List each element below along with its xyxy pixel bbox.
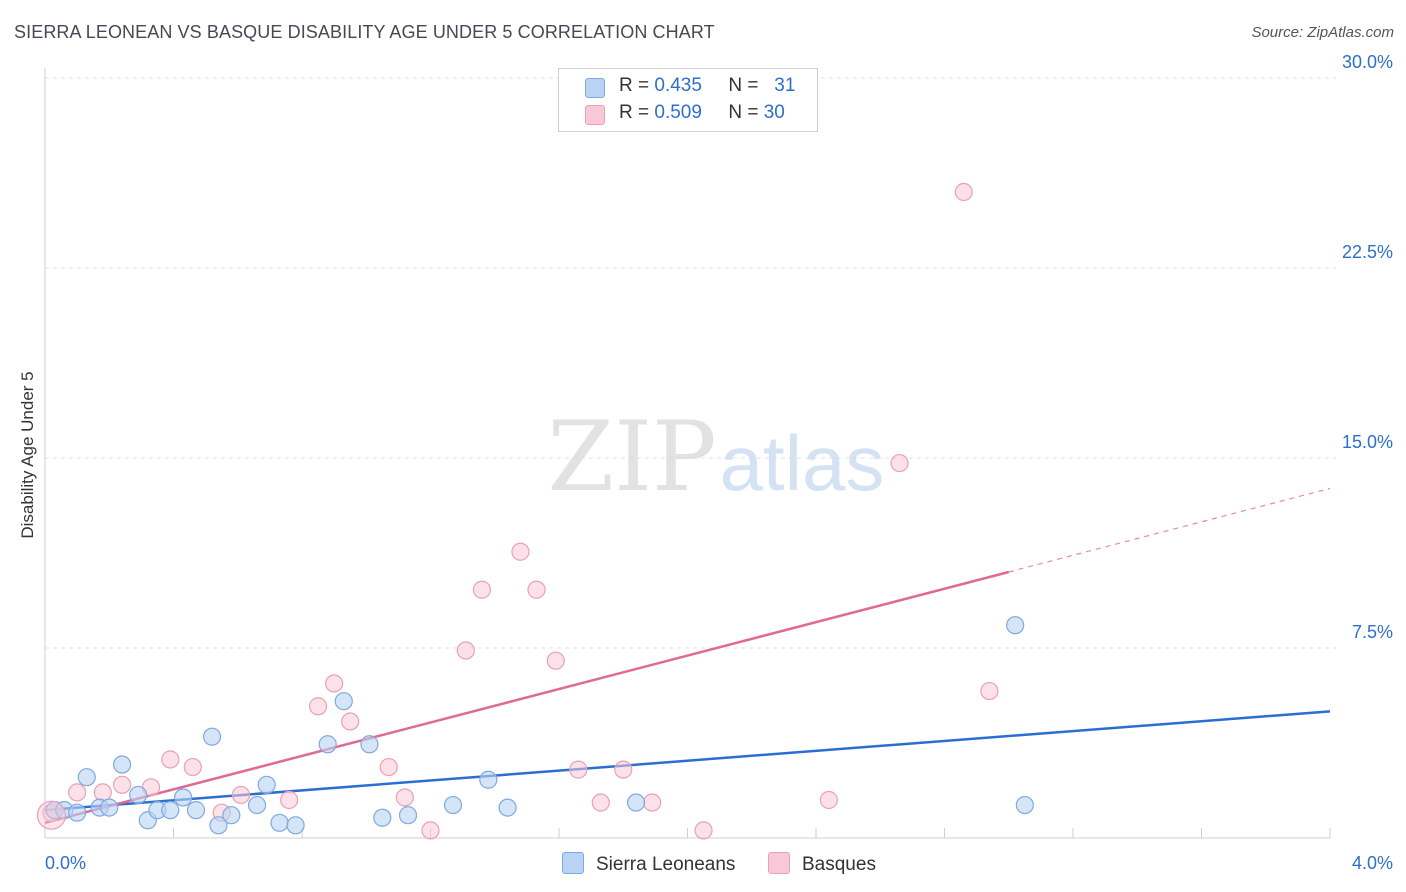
- point-sierra-leoneans: [373, 808, 392, 827]
- point-basques: [569, 760, 588, 779]
- point-sierra-leoneans: [626, 793, 646, 812]
- legend-swatch-pink: [585, 105, 605, 125]
- point-sierra-leoneans: [68, 803, 87, 822]
- point-sierra-leoneans: [222, 806, 241, 825]
- point-sierra-leoneans: [247, 795, 267, 815]
- x-tick-label: 4.0%: [1352, 853, 1393, 873]
- y-tick-label: 22.5%: [1342, 242, 1393, 262]
- point-basques: [527, 580, 546, 599]
- point-basques: [591, 793, 610, 812]
- point-basques: [161, 750, 180, 769]
- point-basques: [68, 783, 87, 802]
- point-sierra-leoneans: [209, 816, 228, 835]
- point-basques: [421, 821, 440, 840]
- point-sierra-leoneans: [479, 770, 498, 789]
- point-sierra-leoneans: [1015, 795, 1034, 815]
- trend-line-basques: [44, 570, 1010, 825]
- watermark-atlas: atlas: [720, 419, 885, 507]
- source-label: Source: ZipAtlas.com: [1251, 24, 1394, 41]
- bottom-legend-basques: Basques: [768, 852, 876, 876]
- point-sierra-leoneans: [129, 785, 148, 805]
- trend-line-sierra-leoneans: [44, 710, 1331, 812]
- point-basques: [472, 580, 491, 599]
- legend-n-value: 31: [774, 75, 796, 96]
- point-sierra-leoneans: [443, 795, 463, 815]
- point-sierra-leoneans: [186, 801, 206, 820]
- point-sierra-leoneans: [398, 806, 418, 825]
- legend-r-value: 0.509: [654, 102, 702, 123]
- stats-legend: R = 0.435 N = 31 R = 0.509 N = 30: [558, 68, 818, 132]
- bottom-legend-sierra-leoneans: Sierra Leoneans: [562, 852, 735, 876]
- legend-r-label: R =: [619, 75, 650, 96]
- legend-n-label: N =: [728, 75, 759, 96]
- point-basques: [325, 674, 344, 693]
- point-sierra-leoneans: [257, 775, 276, 794]
- trend-line-basques-extension: [1008, 487, 1331, 573]
- point-basques: [511, 542, 530, 561]
- point-basques: [280, 790, 299, 810]
- point-basques: [93, 783, 112, 802]
- point-basques: [819, 790, 838, 810]
- point-basques: [643, 793, 662, 812]
- point-sierra-leoneans: [334, 692, 353, 711]
- y-tick-label: 7.5%: [1352, 622, 1393, 642]
- point-sierra-leoneans: [286, 816, 305, 835]
- point-basques: [395, 788, 414, 807]
- point-basques: [694, 821, 713, 840]
- point-basques: [546, 651, 565, 670]
- point-sierra-leoneans: [270, 813, 289, 832]
- legend-r-value: 0.435: [654, 75, 702, 96]
- bottom-legend-swatch-blue: [562, 852, 584, 874]
- point-sierra-leoneans: [161, 801, 180, 820]
- point-sierra-leoneans: [112, 755, 132, 774]
- point-basques: [614, 760, 633, 779]
- bottom-legend-swatch-pink: [768, 852, 790, 874]
- point-sierra-leoneans: [100, 798, 119, 817]
- point-basques: [308, 697, 328, 716]
- point-sierra-leoneans: [360, 735, 379, 754]
- x-tick-label: 0.0%: [45, 853, 86, 873]
- legend-r-label: R =: [619, 102, 650, 123]
- point-basques: [980, 681, 999, 701]
- point-basques: [379, 757, 398, 777]
- legend-n-label: N =: [728, 102, 759, 123]
- legend-n-value: 30: [763, 102, 785, 123]
- point-sierra-leoneans: [202, 727, 222, 746]
- point-basques: [954, 182, 973, 202]
- point-basques: [890, 453, 909, 473]
- y-tick-label: 30.0%: [1342, 52, 1393, 72]
- point-basques: [183, 757, 202, 777]
- bottom-legend-label: Sierra Leoneans: [596, 854, 736, 875]
- watermark-zip: ZIP: [547, 401, 716, 513]
- point-sierra-leoneans: [498, 798, 517, 817]
- chart-title: SIERRA LEONEAN VS BASQUE DISABILITY AGE …: [14, 22, 715, 42]
- point-basques: [112, 775, 132, 794]
- point-sierra-leoneans: [77, 768, 96, 787]
- point-basques: [341, 712, 360, 731]
- point-sierra-leoneans: [174, 788, 193, 807]
- y-tick-label: 15.0%: [1342, 432, 1393, 452]
- point-basques: [231, 785, 251, 805]
- bottom-legend-label: Basques: [802, 854, 876, 875]
- point-cluster-origin: [36, 800, 67, 830]
- point-basques: [456, 641, 475, 660]
- point-sierra-leoneans: [1006, 616, 1025, 635]
- legend-swatch-blue: [585, 78, 605, 98]
- point-sierra-leoneans: [318, 735, 337, 754]
